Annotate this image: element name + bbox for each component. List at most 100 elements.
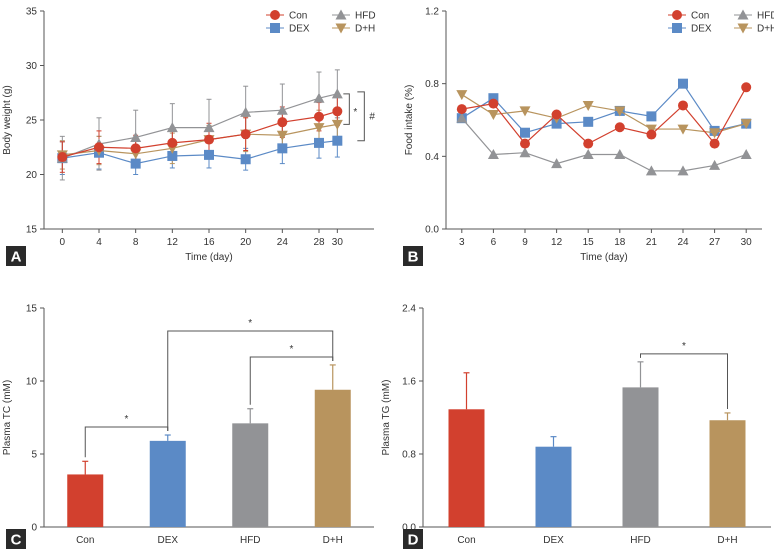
- y-tick-label: 30: [26, 61, 38, 72]
- bar-dex: [149, 434, 186, 527]
- legend-label: Con: [691, 11, 709, 22]
- data-point: [456, 90, 468, 101]
- data-point: [130, 131, 142, 142]
- legend-item-con: Con: [668, 10, 709, 22]
- x-tick-label: Con: [76, 535, 94, 546]
- series-con: [456, 82, 752, 149]
- data-point: [582, 149, 594, 160]
- data-point: [332, 106, 343, 117]
- bar: [448, 409, 485, 527]
- x-tick-label: 4: [96, 237, 102, 248]
- panel-d-label: D: [408, 532, 419, 549]
- data-point: [740, 119, 752, 130]
- x-tick-label: 8: [133, 237, 139, 248]
- bar: [67, 474, 104, 527]
- legend-marker-square: [270, 23, 280, 33]
- panel-c: 0 5 10 15 Plasma TC (mM) Con DEX HFD D+H * * *: [2, 304, 374, 546]
- y-tick-label: 25: [26, 116, 38, 127]
- bar: [535, 446, 572, 527]
- series-line: [461, 87, 747, 145]
- legend-item-hfd: HFD: [332, 9, 376, 22]
- legend-marker-circle: [270, 10, 280, 20]
- data-point: [277, 143, 288, 154]
- data-point: [240, 106, 252, 117]
- x-axis-title: Time (day): [185, 252, 232, 263]
- data-point: [709, 128, 721, 139]
- data-point: [519, 106, 531, 117]
- data-point: [240, 154, 251, 165]
- x-axis-title: Time (day): [580, 252, 627, 263]
- data-point: [332, 135, 343, 146]
- legend-label: D+H: [757, 24, 774, 35]
- x-tick-label: 24: [277, 237, 289, 248]
- x-tick-label: 12: [551, 237, 563, 248]
- legend-label: DEX: [289, 24, 310, 35]
- y-axis-title: Plasma TG (mM): [381, 380, 392, 456]
- x-tick-label: D+H: [717, 535, 737, 546]
- data-point: [331, 119, 343, 130]
- data-point: [582, 100, 594, 111]
- data-point: [645, 165, 657, 176]
- data-point: [167, 150, 178, 161]
- x-tick-label: 30: [741, 237, 753, 248]
- y-tick-label: 0: [31, 523, 37, 534]
- legend-item-dex: DEX: [266, 23, 310, 35]
- significance-bracket: [343, 93, 350, 125]
- data-point: [204, 149, 214, 160]
- series-line: [461, 82, 747, 134]
- panel-a: 15 20 25 30 35 Body weight (g) 0 4 8 12 16 20 24 28 30…: [2, 7, 376, 264]
- bar: [232, 423, 269, 527]
- data-point: [551, 158, 563, 169]
- y-tick-label: 0.8: [425, 79, 439, 90]
- data-point: [646, 129, 657, 140]
- x-tick-label: 12: [167, 237, 179, 248]
- panel-b: 0.0 0.4 0.8 1.2 Food intake (%) 3 6 9 12 15 18 21 24…: [404, 7, 774, 264]
- data-point: [646, 111, 657, 122]
- panel-b-badge: [403, 246, 423, 266]
- legend-label: Con: [289, 11, 307, 22]
- data-point: [677, 165, 689, 176]
- data-point: [456, 104, 467, 115]
- data-point: [614, 122, 625, 133]
- panel-a-badge: [6, 246, 26, 266]
- panel-d: 0.0 0.8 1.6 2.4 Plasma TG (mM) Con DEX HFD D+H *: [381, 304, 771, 546]
- x-tick-label: 16: [203, 237, 215, 248]
- bar: [709, 420, 746, 527]
- data-point: [741, 82, 752, 93]
- x-tick-label: HFD: [630, 535, 651, 546]
- significance-marker: *: [125, 414, 129, 425]
- series-con: [57, 106, 343, 163]
- series-dhh: [456, 90, 752, 139]
- legend-marker-triangle-up: [335, 9, 347, 20]
- y-tick-label: 10: [26, 377, 38, 388]
- legend-marker-triangle-up: [737, 9, 749, 20]
- bar-dhh: [709, 412, 746, 527]
- x-tick-label: DEX: [543, 535, 564, 546]
- legend-label: HFD: [757, 11, 774, 22]
- data-point: [203, 122, 215, 133]
- bar-con: [67, 460, 104, 527]
- y-tick-label: 15: [26, 225, 38, 236]
- y-tick-label: 35: [26, 7, 38, 18]
- data-point: [130, 158, 141, 169]
- data-point: [276, 104, 288, 115]
- data-point: [678, 78, 688, 89]
- legend-label: D+H: [355, 24, 375, 35]
- data-point: [520, 138, 530, 149]
- x-tick-label: 0: [60, 237, 66, 248]
- series-hfd: [456, 112, 752, 176]
- data-point: [130, 143, 141, 154]
- data-point: [488, 98, 499, 109]
- panel-c-badge: [6, 529, 26, 549]
- data-point: [314, 137, 324, 148]
- y-tick-label: 0.0: [402, 523, 416, 534]
- data-point: [313, 92, 325, 103]
- significance-marker: *: [353, 107, 357, 118]
- data-point: [487, 149, 499, 160]
- data-point: [314, 111, 324, 122]
- y-tick-label: 2.4: [402, 304, 416, 315]
- panel-d-badge: [403, 529, 423, 549]
- bar: [314, 389, 351, 527]
- y-axis-title: Plasma TC (mM): [2, 380, 13, 455]
- x-tick-label: 15: [583, 237, 595, 248]
